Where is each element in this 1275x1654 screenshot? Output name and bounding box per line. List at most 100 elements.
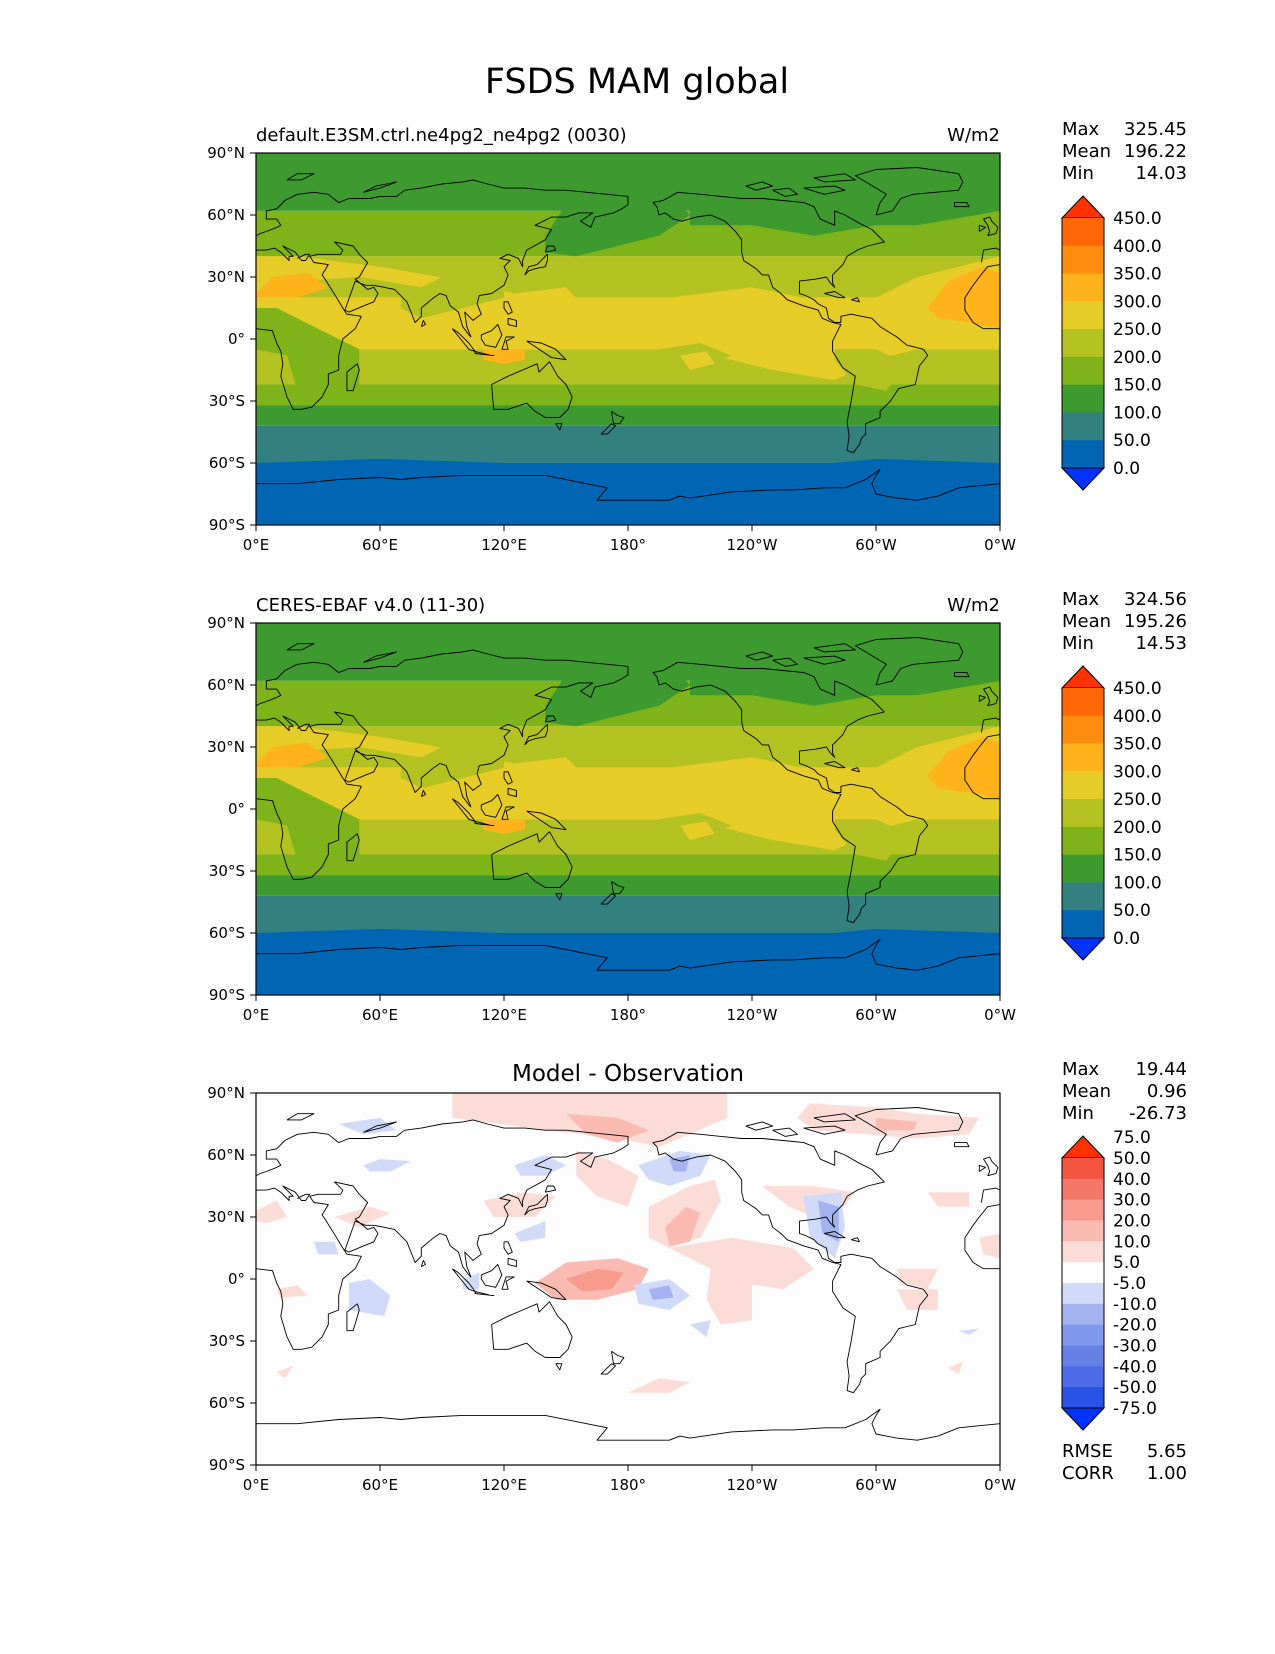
field-region: [256, 153, 1000, 178]
colorbar-label: -40.0: [1113, 1357, 1157, 1377]
colorbar-extend-max: [1060, 195, 1106, 219]
coastline: [286, 643, 315, 651]
colorbar-swatch: [1062, 771, 1104, 800]
colorbar-label: 400.0: [1113, 707, 1162, 727]
lon-tick-label: 0°W: [984, 536, 1016, 554]
colorbar-label: 5.0: [1113, 1253, 1140, 1273]
colorbar-label: 50.0: [1113, 431, 1151, 451]
coastline: [501, 1276, 515, 1290]
lat-tick-label: 30°S: [209, 392, 245, 410]
colorbar-swatch: [1062, 1366, 1104, 1388]
coastline: [983, 1156, 999, 1177]
coastline: [824, 1231, 846, 1239]
colorbar-extend-max: [1060, 1135, 1106, 1159]
colorbar-label: -10.0: [1113, 1295, 1157, 1315]
field-region: [483, 819, 525, 834]
field-region: [545, 190, 690, 257]
colorbar-swatch: [1062, 1345, 1104, 1367]
colorbar-label: -75.0: [1113, 1399, 1157, 1419]
colorbar-extend-max: [1060, 665, 1106, 689]
coastline: [652, 191, 929, 454]
colorbar-label: 50.0: [1113, 1149, 1151, 1169]
lon-tick-label: 60°E: [362, 1006, 398, 1024]
lon-tick-label: 120°E: [481, 1476, 527, 1494]
diff-region: [313, 1241, 339, 1255]
coastline: [745, 181, 774, 191]
colorbar-swatch: [1062, 1283, 1104, 1305]
colorbar-diff: -75.0-50.0-40.0-30.0-20.0-10.0-5.05.010.…: [1060, 1128, 1157, 1431]
stat-value: 325.45: [1124, 119, 1187, 140]
coastline: [256, 468, 1000, 501]
field-region: [679, 821, 715, 840]
diff-region: [338, 1117, 397, 1135]
colorbar-swatch: [1062, 301, 1104, 330]
colorbar-swatch: [1062, 1220, 1104, 1242]
coastline: [745, 651, 774, 661]
coastline: [286, 1113, 315, 1121]
coastline: [745, 1121, 774, 1131]
diff-region: [514, 1155, 566, 1176]
diff-region: [462, 1272, 480, 1290]
figure-title: FSDS MAM global: [485, 62, 789, 102]
coastline: [346, 1303, 360, 1332]
coastline: [507, 1257, 517, 1268]
stat-value: 14.03: [1135, 163, 1187, 184]
colorbar-label: 100.0: [1113, 873, 1162, 893]
lat-tick-label: 90°S: [209, 986, 245, 1004]
colorbar-swatch: [1062, 1387, 1104, 1409]
diff-region: [876, 1117, 918, 1131]
panel-units: W/m2: [947, 125, 1000, 146]
map-area: [256, 153, 1000, 525]
field-band: [256, 854, 1000, 876]
stat-label: Mean: [1062, 141, 1111, 162]
colorbar-label: 40.0: [1113, 1170, 1151, 1190]
colorbar-swatch: [1062, 329, 1104, 358]
coastline: [980, 247, 1000, 263]
diff-region: [948, 1361, 963, 1375]
coastline: [474, 1290, 495, 1296]
colorbar-label: 300.0: [1113, 762, 1162, 782]
coastline: [526, 1280, 567, 1301]
coastline: [420, 789, 426, 798]
lat-tick-label: 90°N: [207, 1084, 245, 1102]
field-band: [256, 425, 1000, 463]
coastline: [854, 167, 964, 216]
field-band: [256, 875, 1000, 896]
stat-label: Min: [1062, 1103, 1094, 1124]
diff-region: [628, 1378, 690, 1393]
colorbar-label: 200.0: [1113, 818, 1162, 838]
colorbar-swatch: [1062, 440, 1104, 469]
diff-region: [363, 1159, 411, 1172]
colorbar-swatch: [1062, 743, 1104, 772]
stat-value: 14.53: [1135, 633, 1187, 654]
field-region: [690, 177, 1000, 236]
coastline: [652, 661, 929, 924]
diff-region: [566, 1113, 649, 1143]
colorbar-swatch: [1062, 356, 1104, 386]
coastline: [851, 767, 860, 773]
coastline: [978, 694, 986, 702]
colorbar-extend-min: [1060, 467, 1106, 491]
lat-tick-label: 60°S: [209, 454, 245, 472]
colorbar-swatch: [1062, 245, 1104, 275]
map-area: [256, 1093, 1000, 1465]
diff-region: [706, 1262, 752, 1325]
colorbar-model: 0.0 50.0 100.0 150.0 200.0 250.0 300.0 350.0 400…: [1060, 195, 1162, 491]
lon-tick-label: 60°E: [362, 536, 398, 554]
colorbar-label: 300.0: [1113, 292, 1162, 312]
map-area: [256, 623, 1000, 995]
map-panel-model: default.E3SM.ctrl.ne4pg2_ne4pg2 (0030) W/…: [207, 119, 1187, 554]
coastline: [611, 410, 625, 425]
coastline: [480, 1264, 503, 1288]
coastline: [526, 340, 567, 361]
colorbar-label: 350.0: [1113, 735, 1162, 755]
diff-region: [665, 1206, 701, 1246]
diff-region: [927, 1192, 969, 1207]
lat-tick-label: 30°N: [207, 738, 245, 756]
colorbar-swatch: [1062, 1303, 1104, 1326]
lon-tick-label: 0°W: [984, 1476, 1016, 1494]
coastline: [652, 1131, 929, 1394]
stat-value: 196.22: [1124, 141, 1187, 162]
stat-label: CORR: [1062, 1463, 1114, 1484]
